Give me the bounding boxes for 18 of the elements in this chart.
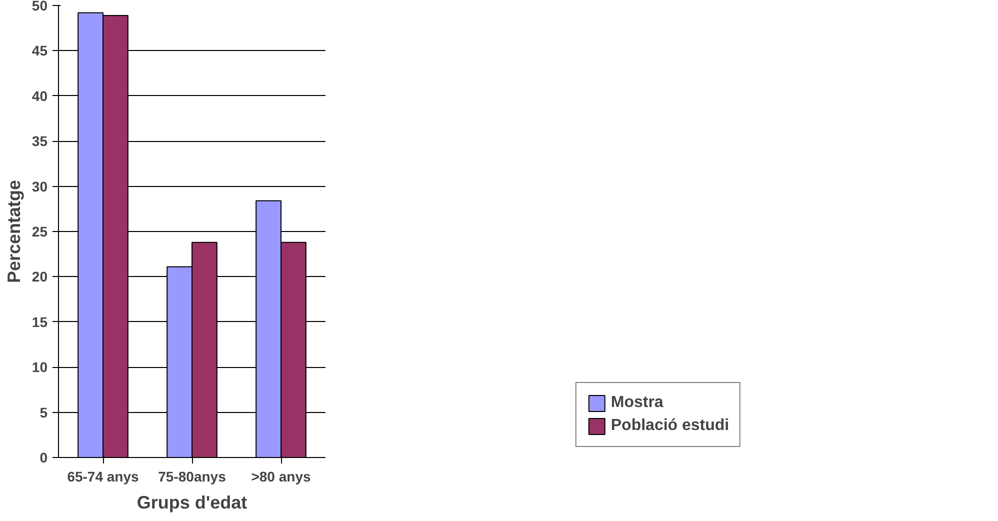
x-tick-label: 65-74 anys [67, 468, 140, 484]
y-tick-label: 0 [40, 450, 48, 466]
y-tick-label: 45 [32, 42, 48, 59]
y-tick-label: 40 [32, 88, 48, 104]
y-axis-title: Percentatge [4, 180, 24, 284]
y-tick-label: 5 [40, 404, 48, 420]
y-tick-label: 50 [32, 0, 48, 14]
legend-label: Població estudi [610, 417, 730, 435]
y-tick-label: 25 [32, 224, 48, 240]
y-tick-label: 20 [32, 268, 48, 285]
y-tick-label: 35 [32, 133, 48, 150]
x-axis-title: Grups d'edat [136, 492, 248, 512]
y-tick-label: 30 [32, 178, 48, 194]
x-tick-label: >80 anys [251, 468, 311, 484]
y-tick-label: 15 [32, 314, 48, 330]
legend-label: Mostra [610, 394, 664, 412]
y-tick-label: 10 [32, 359, 48, 376]
x-tick-label: 75-80anys [158, 468, 226, 484]
